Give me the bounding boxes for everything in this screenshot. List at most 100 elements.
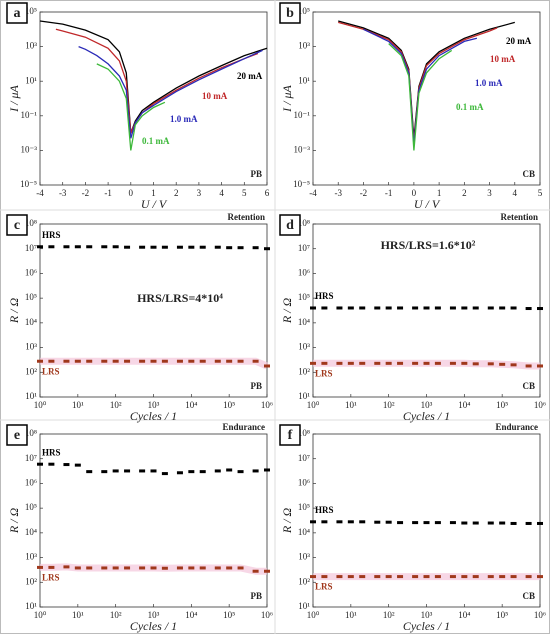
curve-label: 20 mA <box>506 36 532 46</box>
data-point <box>150 566 157 570</box>
curve-label: 1.0 mA <box>170 114 198 124</box>
y-tick-label: 10⁷ <box>25 453 37 463</box>
y-tick-label: 10⁻³ <box>21 144 38 154</box>
data-point <box>37 462 43 466</box>
data-point <box>150 359 157 363</box>
plot-area <box>39 433 268 608</box>
data-point <box>374 575 381 579</box>
data-point <box>86 359 93 363</box>
data-point <box>264 247 270 251</box>
data-point <box>321 306 328 310</box>
data-point <box>449 521 456 525</box>
x-tick-label: -2 <box>82 188 90 198</box>
x-tick-label: 2 <box>462 188 467 198</box>
data-point <box>525 521 532 525</box>
y-axis-label: I / μA <box>280 84 294 112</box>
panel: 10⁰ 10¹ 10² 10³ 10⁴ 10⁵ 10⁶10¹10²10³10⁴10⁵10⁶1… <box>279 422 546 633</box>
data-point <box>161 472 168 476</box>
data-point <box>537 307 543 311</box>
data-point <box>226 566 233 570</box>
x-tick-label: 10⁴ <box>458 610 470 620</box>
x-axis-label: U / V <box>141 197 168 211</box>
x-tick-label: 10² <box>110 400 122 410</box>
data-point <box>347 575 354 579</box>
panel-letter: d <box>286 218 294 233</box>
y-tick-label: 10¹ <box>298 391 310 401</box>
plot-area <box>39 11 268 186</box>
data-point <box>48 565 55 569</box>
data-point <box>74 463 81 467</box>
data-point <box>347 520 354 524</box>
data-point <box>237 470 244 474</box>
y-tick-label: 10² <box>25 576 37 586</box>
data-point <box>86 566 93 570</box>
x-tick-label: 10³ <box>421 400 433 410</box>
data-point <box>385 520 392 524</box>
data-point <box>537 575 543 579</box>
data-point <box>139 245 146 249</box>
data-point <box>385 306 392 310</box>
data-point <box>124 359 131 363</box>
data-point <box>449 306 456 310</box>
panel-letter-box <box>6 2 28 24</box>
y-tick-label: 10⁷ <box>298 243 310 253</box>
data-point <box>510 575 517 579</box>
data-point <box>397 575 404 579</box>
data-point <box>48 462 55 466</box>
series-label: LRS <box>315 368 333 378</box>
data-point <box>188 359 195 363</box>
data-point <box>336 520 343 524</box>
series-label: LRS <box>42 366 60 376</box>
y-tick-label: 10⁶ <box>25 477 37 487</box>
data-point <box>359 361 366 365</box>
data-point <box>112 566 119 570</box>
data-point <box>310 306 316 310</box>
data-point <box>226 359 233 363</box>
data-point <box>487 521 494 525</box>
data-point <box>423 521 430 525</box>
series-label: HRS <box>315 291 334 301</box>
y-tick-label: 10² <box>298 576 310 586</box>
y-axis-label: R / Ω <box>280 298 294 325</box>
iv-curve <box>338 21 498 143</box>
sample-tag: PB <box>250 169 262 179</box>
data-point <box>472 521 479 525</box>
data-point <box>214 469 221 473</box>
y-tick-label: 10¹ <box>298 75 310 85</box>
data-point <box>461 361 468 365</box>
iv-curve <box>55 28 259 134</box>
data-point <box>214 245 221 249</box>
plot-area <box>39 223 268 398</box>
sample-tag: CB <box>522 591 535 601</box>
data-point <box>449 575 456 579</box>
data-point <box>199 470 206 474</box>
x-tick-label: -3 <box>59 188 67 198</box>
x-tick-label: -1 <box>385 188 393 198</box>
x-tick-label: 10¹ <box>345 400 357 410</box>
x-tick-label: 10⁵ <box>496 610 508 620</box>
data-point <box>472 575 479 579</box>
data-point <box>461 575 468 579</box>
x-tick-label: 10¹ <box>345 610 357 620</box>
x-tick-label: 10⁴ <box>185 610 197 620</box>
data-point <box>37 245 43 249</box>
y-tick-label: 10² <box>25 366 37 376</box>
y-tick-label: 10¹ <box>25 601 37 611</box>
x-tick-label: 10³ <box>421 610 433 620</box>
sample-tag: PB <box>250 591 262 601</box>
ratio-annotation: HRS/LRS=4*10⁴ <box>137 291 223 305</box>
data-point <box>226 246 233 250</box>
x-tick-label: 10² <box>383 400 395 410</box>
x-tick-label: 10¹ <box>72 400 84 410</box>
iv-curve <box>39 20 268 134</box>
data-point <box>336 575 343 579</box>
data-point <box>37 359 43 363</box>
data-point <box>499 362 506 366</box>
data-point <box>252 569 259 573</box>
ratio-annotation: HRS/LRS=1.6*10² <box>381 238 476 252</box>
curve-label: 1.0 mA <box>475 78 503 88</box>
sample-tag: CB <box>522 381 535 391</box>
y-tick-label: 10² <box>298 366 310 376</box>
data-point <box>397 521 404 525</box>
